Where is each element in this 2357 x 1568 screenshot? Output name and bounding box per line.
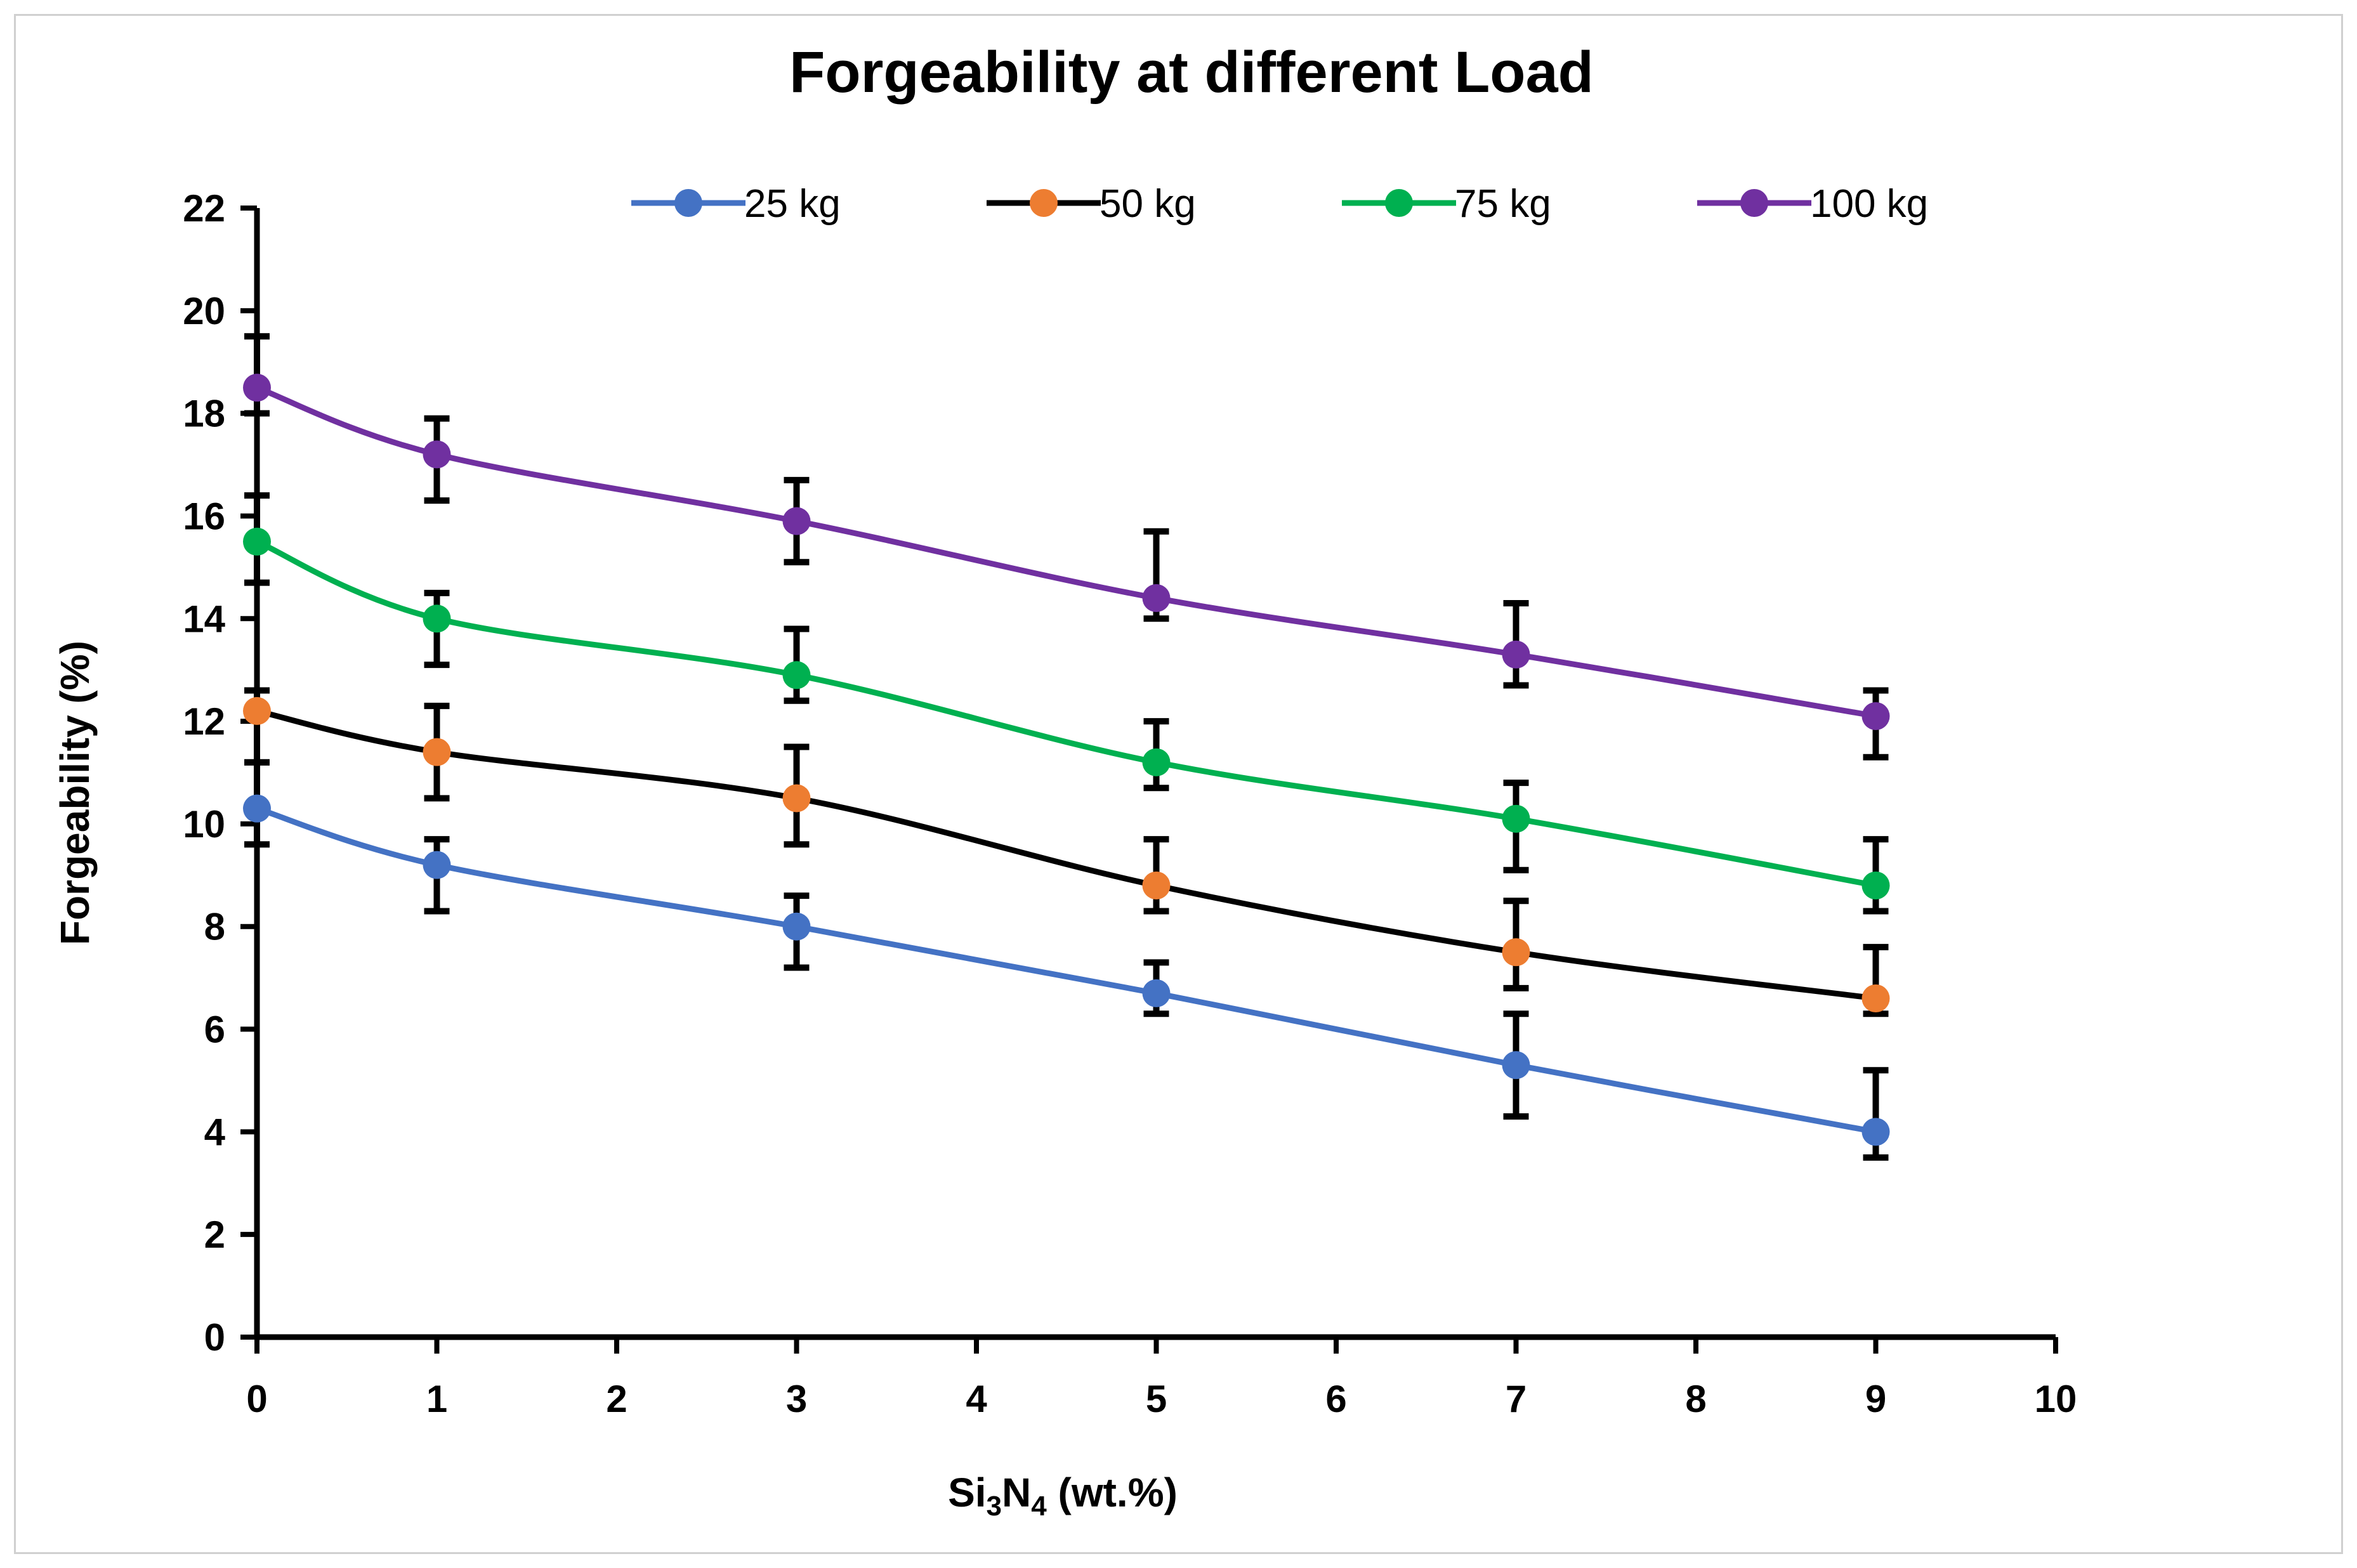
y-tick-label: 16 — [183, 495, 225, 537]
x-axis-label-sub2: 4 — [1031, 1491, 1047, 1522]
data-point-75-kg — [1502, 804, 1530, 833]
data-point-25-kg — [782, 912, 811, 941]
series-line-100-kg — [256, 384, 1877, 719]
data-point-25-kg — [1142, 979, 1171, 1007]
data-point-50-kg — [782, 784, 811, 813]
y-tick-label: 20 — [183, 290, 225, 332]
legend-label: 25 kg — [744, 182, 841, 226]
data-point-75-kg — [1142, 748, 1171, 776]
x-tick-label: 4 — [966, 1378, 987, 1420]
legend-marker — [674, 189, 702, 217]
legend: 25 kg 50 kg 75 kg 100 kg — [631, 182, 1928, 226]
y-tick-label: 2 — [204, 1213, 225, 1256]
y-axis-label: Forgeability (%) — [52, 641, 98, 945]
y-tick-label: 4 — [204, 1111, 226, 1153]
data-point-75-kg — [243, 527, 271, 556]
data-point-25-kg — [423, 851, 451, 879]
x-tick-label: 3 — [786, 1378, 807, 1420]
legend-label: 75 kg — [1455, 182, 1551, 226]
data-point-25-kg — [1502, 1051, 1530, 1080]
legend-marker — [1030, 189, 1058, 217]
x-tick-label: 0 — [246, 1378, 267, 1420]
y-tick-label: 6 — [204, 1009, 225, 1051]
x-axis-label-mid: N — [1002, 1470, 1031, 1515]
legend-label: 100 kg — [1810, 182, 1928, 226]
data-point-50-kg — [1142, 872, 1171, 899]
x-axis-label: Si3N4 (wt.%) — [948, 1470, 1178, 1522]
x-tick-label: 1 — [426, 1378, 447, 1420]
data-point-25-kg — [243, 794, 271, 823]
chart-frame — [14, 14, 2343, 1554]
legend-marker — [1385, 189, 1413, 217]
data-point-100-kg — [1861, 702, 1890, 730]
error-bars — [244, 333, 1889, 1161]
x-tick-label: 8 — [1685, 1378, 1706, 1420]
data-point-100-kg — [423, 440, 451, 469]
series-line-75-kg — [256, 539, 1877, 889]
x-ticks: 0 1 2 3 4 5 6 7 8 9 10 — [246, 1337, 2077, 1420]
data-point-50-kg — [1502, 938, 1530, 967]
data-point-25-kg — [1861, 1118, 1890, 1146]
y-ticks: 0 2 4 6 8 10 12 14 16 18 20 22 — [183, 187, 257, 1359]
x-tick-label: 10 — [2035, 1378, 2077, 1420]
y-tick-label: 0 — [204, 1316, 225, 1359]
series-line-50-kg — [256, 708, 1877, 1002]
x-tick-label: 9 — [1865, 1378, 1886, 1420]
data-point-50-kg — [423, 738, 451, 766]
chart-title: Forgeability at different Load — [789, 40, 1594, 105]
data-point-100-kg — [1142, 584, 1171, 612]
legend-label: 50 kg — [1100, 182, 1196, 226]
y-tick-label: 8 — [204, 906, 225, 948]
x-axis-label-rest: (wt.%) — [1047, 1470, 1178, 1515]
series-markers — [243, 374, 1890, 1146]
legend-marker — [1740, 189, 1768, 217]
y-tick-label: 18 — [183, 393, 225, 435]
x-tick-label: 2 — [606, 1378, 627, 1420]
series-layer — [243, 333, 1890, 1161]
x-axis-label-base: Si — [948, 1470, 986, 1515]
y-tick-label: 14 — [183, 598, 225, 640]
data-point-100-kg — [243, 374, 271, 402]
data-point-100-kg — [1502, 640, 1530, 669]
data-point-75-kg — [782, 661, 811, 689]
y-tick-label: 12 — [183, 700, 225, 743]
x-tick-label: 7 — [1506, 1378, 1526, 1420]
x-tick-label: 5 — [1146, 1378, 1167, 1420]
y-tick-label: 22 — [183, 187, 225, 230]
data-point-50-kg — [243, 696, 271, 725]
data-point-75-kg — [423, 604, 451, 633]
series-lines — [256, 384, 1877, 1135]
data-point-50-kg — [1861, 984, 1890, 1012]
data-point-100-kg — [782, 507, 811, 535]
x-axis-label-sub1: 3 — [987, 1491, 1002, 1522]
y-tick-label: 10 — [183, 803, 225, 846]
x-tick-label: 6 — [1325, 1378, 1346, 1420]
data-point-75-kg — [1861, 872, 1890, 899]
